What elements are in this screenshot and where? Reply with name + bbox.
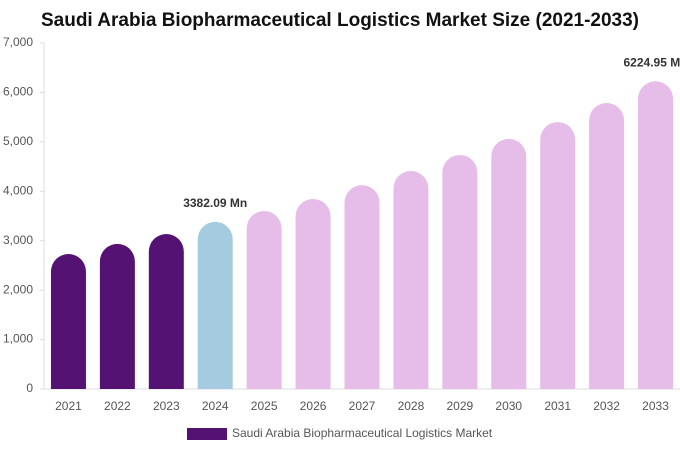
y-tick-label: 0 [26, 381, 33, 395]
legend-swatch [187, 428, 227, 440]
x-tick-label: 2033 [642, 399, 669, 413]
bar [295, 198, 331, 389]
bar [246, 211, 282, 389]
x-tick-label: 2030 [495, 399, 522, 413]
x-tick-label: 2027 [349, 399, 376, 413]
y-tick-label: 5,000 [3, 134, 33, 148]
y-tick-label: 2,000 [3, 282, 33, 296]
x-tick-label: 2024 [202, 399, 229, 413]
value-label: 6224.95 Mn [624, 55, 680, 69]
bar [442, 154, 478, 389]
bar [99, 243, 135, 389]
bar [589, 103, 625, 389]
x-tick-label: 2031 [544, 399, 571, 413]
x-tick-label: 2021 [55, 399, 82, 413]
x-tick-label: 2026 [300, 399, 327, 413]
bar [50, 254, 86, 389]
chart-title: Saudi Arabia Biopharmaceutical Logistics… [41, 10, 639, 31]
y-tick-label: 4,000 [3, 183, 33, 197]
value-label: 3382.09 Mn [183, 196, 247, 210]
legend-label: Saudi Arabia Biopharmaceutical Logistics… [232, 426, 493, 440]
x-tick-label: 2025 [251, 399, 278, 413]
x-tick-label: 2022 [104, 399, 131, 413]
y-tick-label: 6,000 [3, 85, 33, 99]
bar [393, 171, 429, 389]
y-tick-label: 1,000 [3, 332, 33, 346]
bar [638, 81, 674, 389]
bar [344, 185, 380, 389]
x-tick-label: 2029 [446, 399, 473, 413]
bar [197, 221, 233, 389]
y-tick-label: 3,000 [3, 233, 33, 247]
y-tick-label: 7,000 [3, 35, 33, 49]
bar [540, 122, 576, 389]
bar [491, 138, 527, 389]
x-tick-label: 2028 [398, 399, 425, 413]
bar [148, 234, 184, 389]
x-tick-label: 2023 [153, 399, 180, 413]
x-tick-label: 2032 [593, 399, 620, 413]
